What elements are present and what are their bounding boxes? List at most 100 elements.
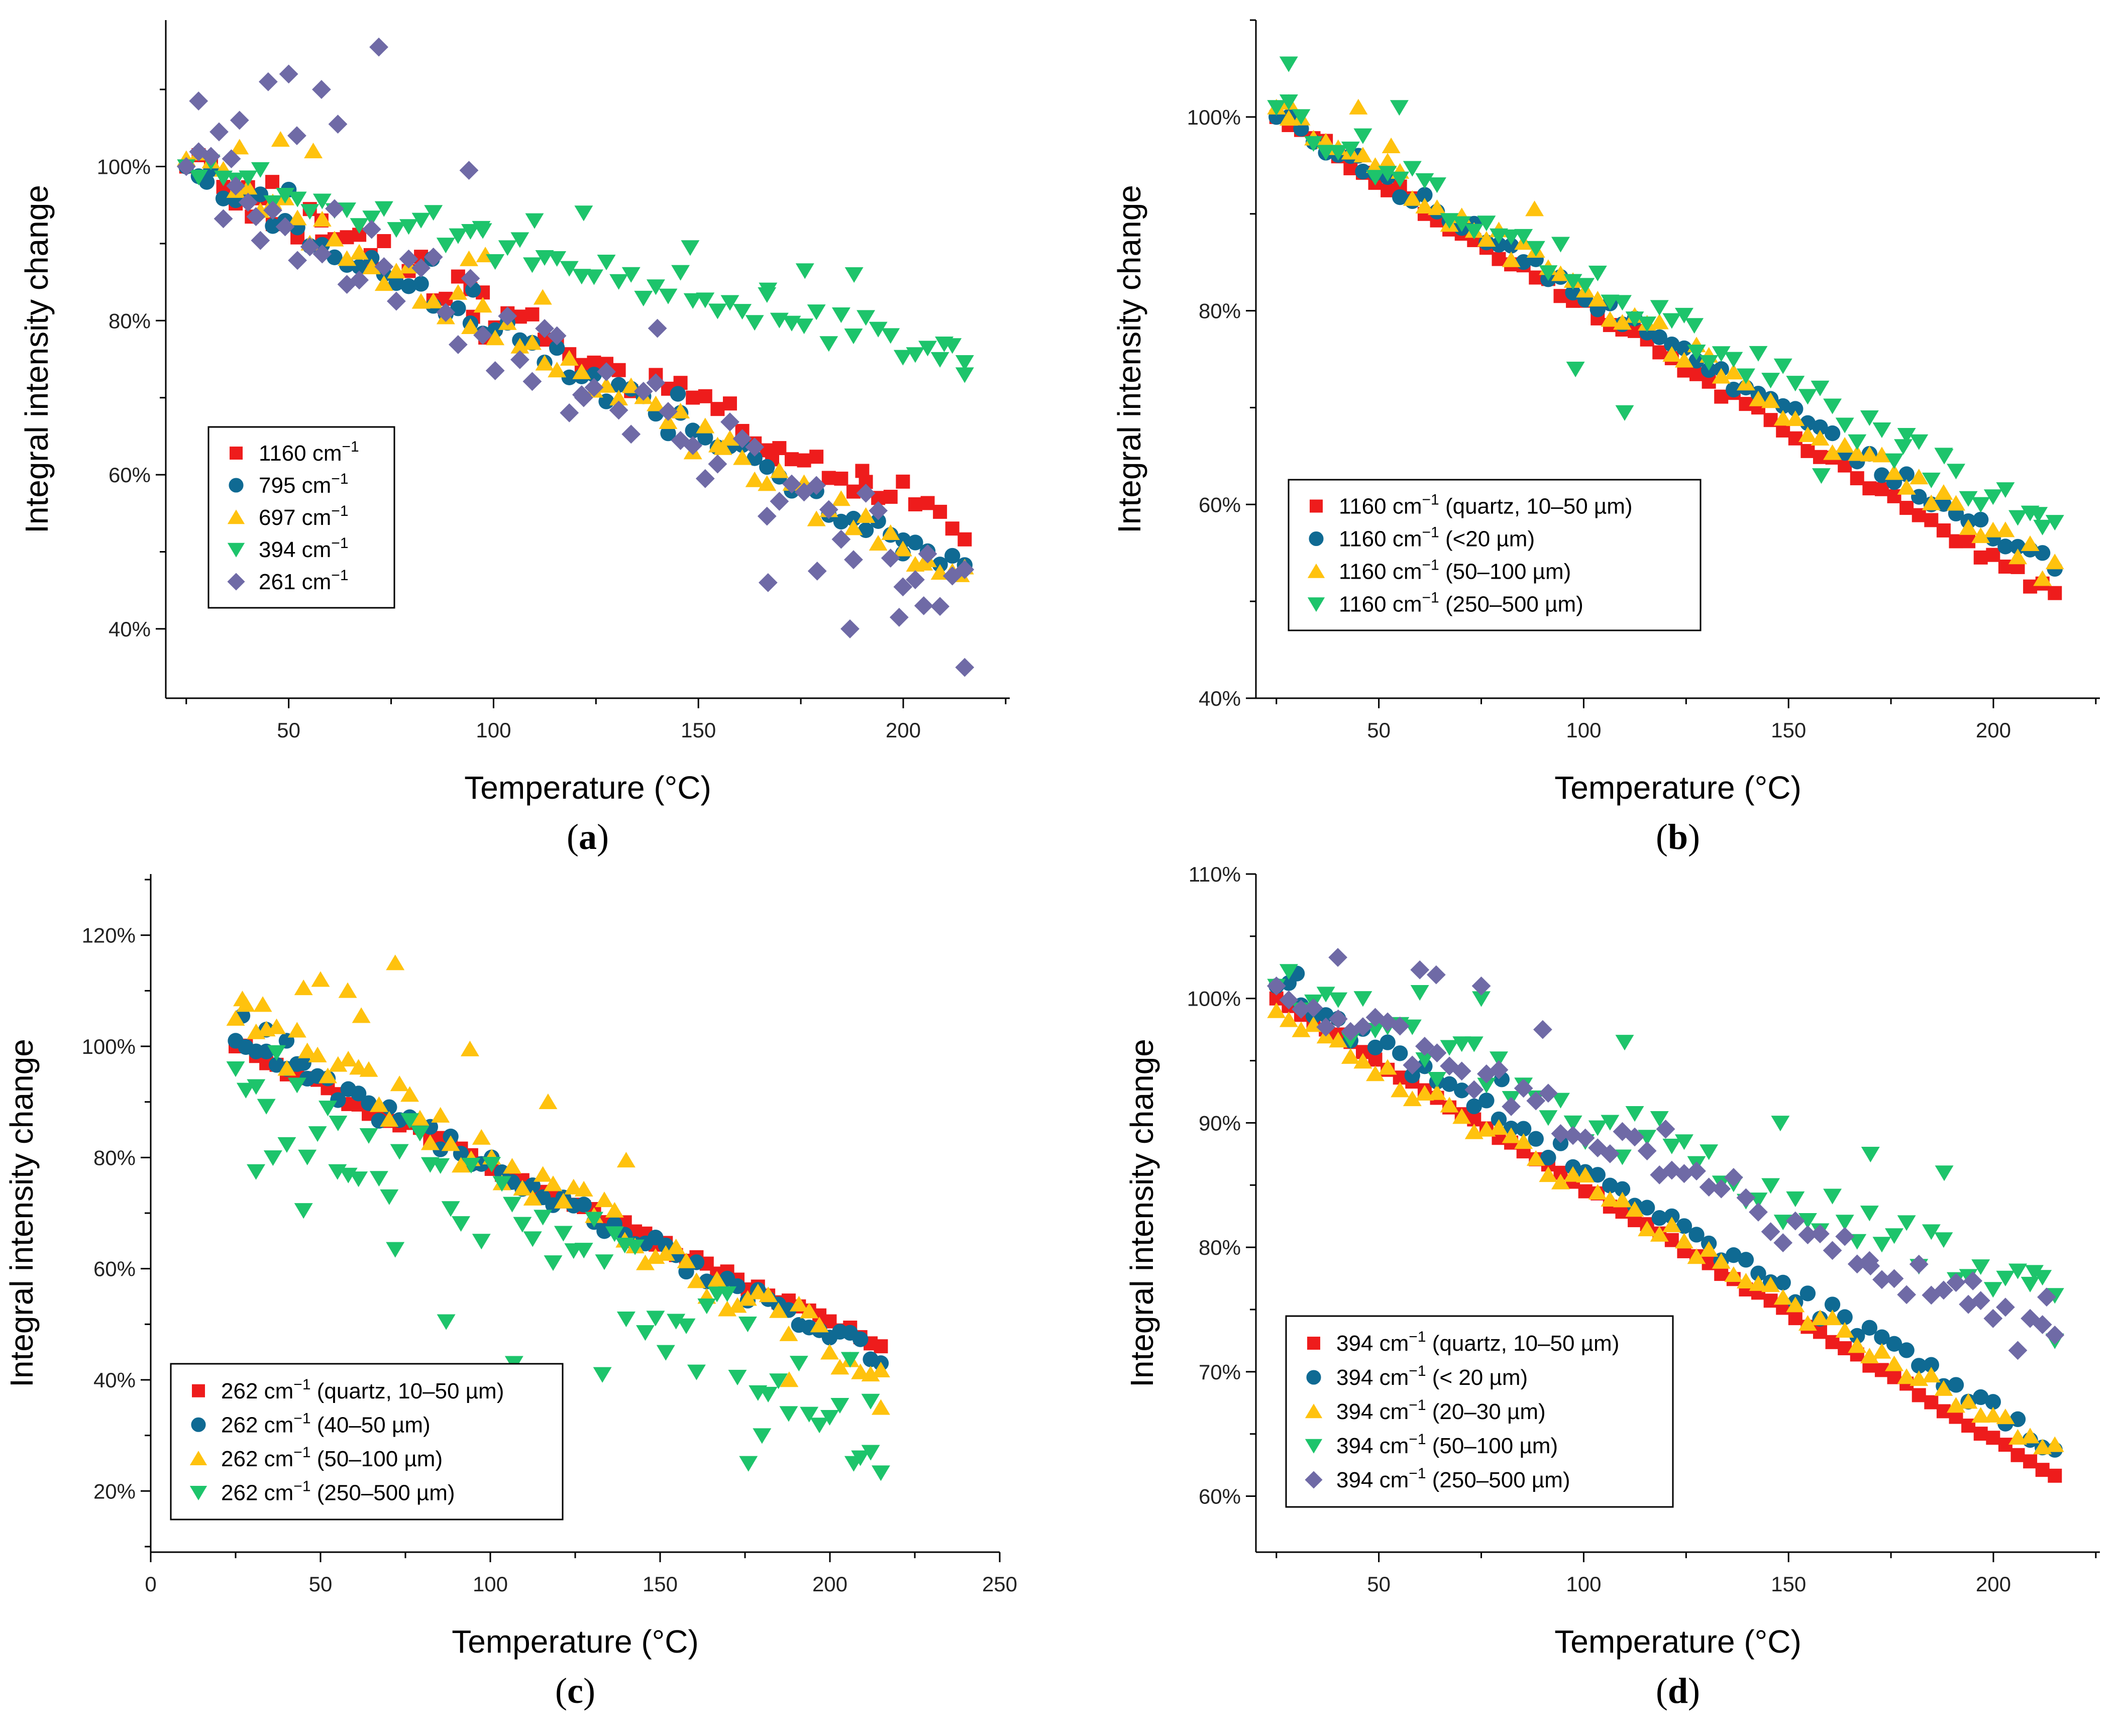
data-point [1837,1309,1853,1325]
data-point [437,1314,456,1330]
data-point [288,191,307,207]
data-point [1924,513,1939,527]
data-point [1489,1060,1509,1079]
data-point [287,1022,306,1038]
data-point [2045,554,2064,570]
data-point [739,1456,758,1472]
data-point [325,199,344,219]
data-point [831,307,851,323]
data-point [1279,94,1298,111]
data-point [1625,1106,1644,1122]
legend-label: 1160 cm−1 [259,439,359,466]
data-point [677,1318,696,1334]
data-point [386,954,405,970]
data-point [574,388,593,407]
data-point [1410,985,1429,1001]
data-point [1539,1110,1558,1126]
data-point [914,555,933,571]
data-point [1971,1407,1990,1423]
data-point [1578,1184,1593,1199]
data-point [656,1345,675,1361]
data-point [1316,1017,1336,1037]
data-point [2045,1325,2065,1345]
data-point [795,263,814,279]
data-point [451,269,465,284]
data-point [349,1171,368,1187]
data-point [1464,1036,1483,1052]
data-point [549,340,565,356]
data-point [1304,998,1323,1018]
data-point [369,1096,388,1112]
data-point [1266,976,1286,996]
data-point [1471,976,1491,996]
data-point [696,417,715,433]
panel-b: 50 100 150 200 40% 60% 80% 100% Temperature (°C)… [1111,19,2100,857]
data-point [1638,316,1657,333]
data-point [918,341,937,357]
x-tick-label: 150 [1771,1572,1806,1596]
data-point [1410,960,1430,980]
data-point [258,72,278,91]
data-point [749,1283,768,1299]
data-point [1650,300,1669,316]
data-point [1947,1397,1966,1413]
data-point [350,218,369,234]
data-point [239,179,258,195]
y-tick-label: 110% [1189,862,1241,886]
data-point [797,453,811,468]
data-point [1563,1115,1582,1131]
data-point [328,115,348,134]
data-point [1909,1254,1929,1274]
data-point [1835,1227,1855,1246]
data-point [1502,1097,1521,1116]
data-point [1516,1121,1532,1137]
data-point [844,519,863,535]
data-point [452,1157,471,1173]
data-point [1811,380,1830,396]
data-point [486,254,505,270]
x-tick-label: 100 [476,718,511,742]
data-point [1652,345,1667,360]
legend-label: 262 cm−1 (250–500 µm) [221,1478,455,1505]
data-point [1440,1097,1459,1113]
data-point [753,1428,772,1444]
data-point [659,402,678,421]
data-point [350,1086,367,1102]
data-point [857,507,876,523]
data-point [449,284,468,300]
data-point [659,413,678,429]
data-point [722,396,737,411]
data-point [554,1226,573,1242]
data-point [757,506,777,526]
data-point [329,1056,348,1072]
data-point [893,540,912,557]
data-point [809,450,824,464]
data-point [625,1239,645,1255]
data-point [1983,521,2002,537]
data-point [1539,265,1558,281]
x-axis-title: Temperature (°C) [452,1623,699,1660]
x-axis-title: Temperature (°C) [464,770,711,806]
data-point [1602,1177,1618,1194]
data-point [574,1243,593,1259]
data-point [1973,1389,1989,1405]
data-point [513,1217,532,1233]
data-point [2037,1287,2056,1307]
data-point [1786,1296,1805,1313]
data-point [1415,1084,1434,1101]
data-point [510,232,529,248]
data-point [759,282,778,298]
data-point [1365,1008,1385,1027]
legend-marker [227,573,245,591]
data-point [955,355,974,371]
data-point [2035,1463,2050,1477]
data-point [1491,237,1507,253]
data-point [1279,56,1298,72]
data-point [1812,468,1831,484]
data-point [1812,419,1828,436]
data-point [1872,447,1891,463]
data-point [1674,352,1693,368]
y-tick-label: 60% [1199,493,1241,516]
data-point [1724,364,1743,380]
data-point [2045,1436,2064,1452]
